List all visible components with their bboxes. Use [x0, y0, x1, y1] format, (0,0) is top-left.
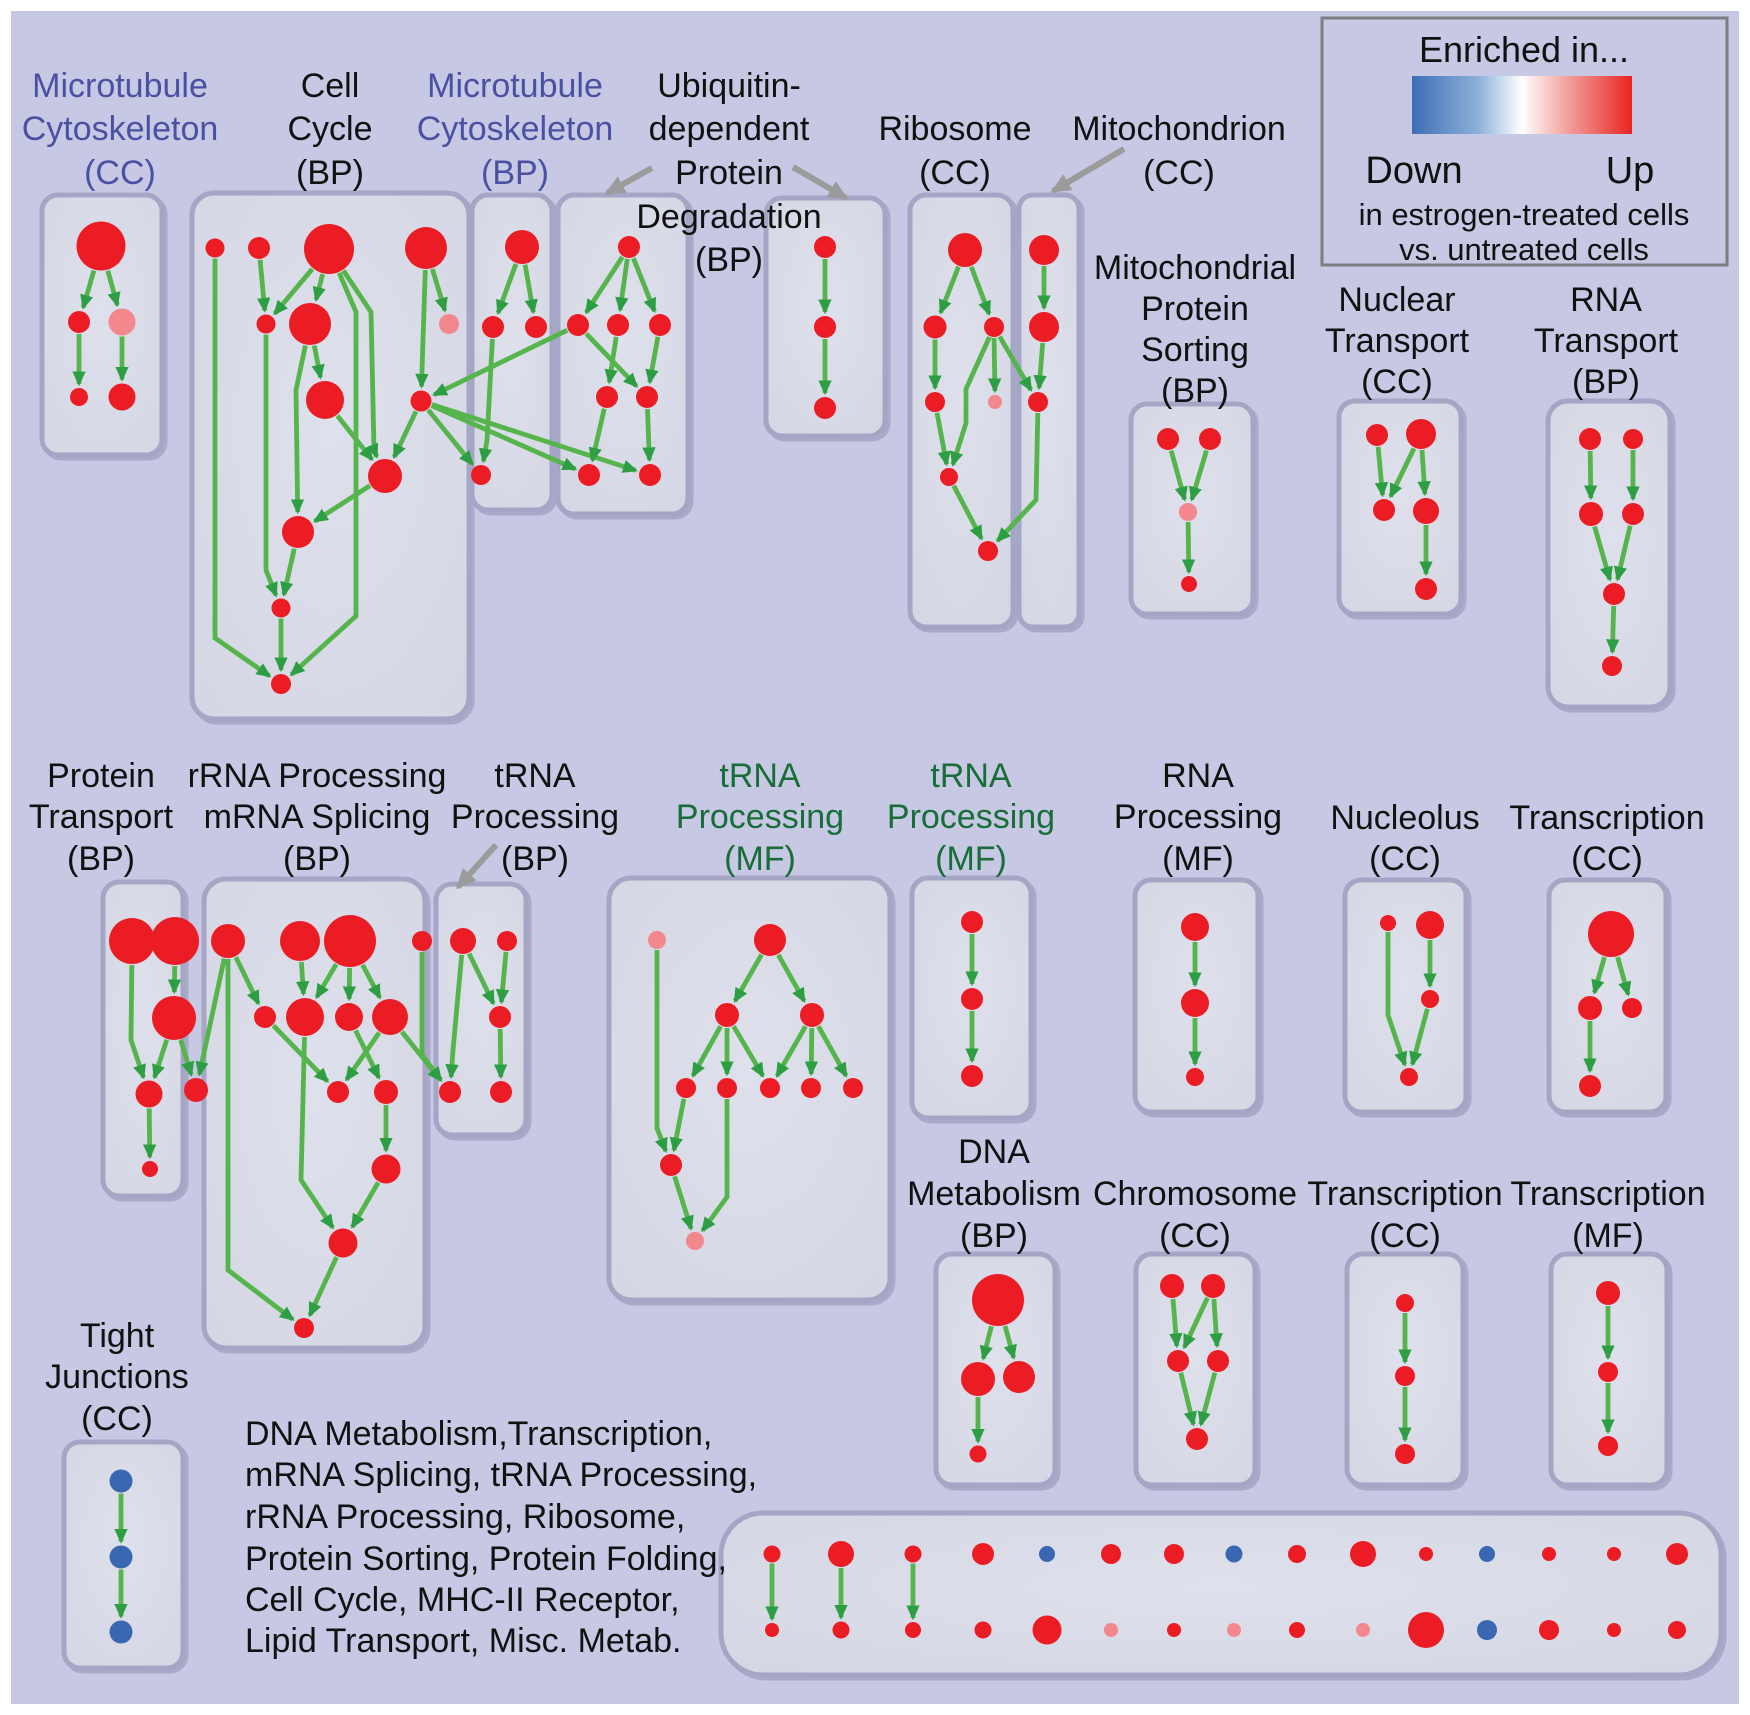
svg-text:(CC): (CC): [81, 1400, 153, 1438]
svg-text:Cell: Cell: [301, 67, 360, 105]
svg-text:(CC): (CC): [1369, 1217, 1441, 1255]
svg-text:Transcription: Transcription: [1307, 1175, 1502, 1213]
svg-text:Processing: Processing: [451, 798, 619, 836]
svg-text:mRNA Splicing, tRNA Processing: mRNA Splicing, tRNA Processing,: [245, 1456, 757, 1494]
svg-text:Nucleolus: Nucleolus: [1330, 799, 1479, 837]
svg-text:(MF): (MF): [935, 840, 1007, 878]
svg-text:Protein: Protein: [47, 757, 155, 795]
svg-text:(MF): (MF): [1572, 1217, 1644, 1255]
svg-text:(BP): (BP): [283, 840, 351, 878]
svg-text:Processing: Processing: [1114, 798, 1282, 836]
svg-text:Mitochondrion: Mitochondrion: [1072, 110, 1286, 148]
svg-text:rRNA Processing: rRNA Processing: [188, 757, 447, 795]
svg-text:Enriched in...: Enriched in...: [1419, 29, 1629, 70]
svg-text:Processing: Processing: [676, 798, 844, 836]
svg-text:(BP): (BP): [1572, 363, 1640, 401]
svg-text:Microtubule: Microtubule: [427, 67, 603, 105]
svg-text:(BP): (BP): [960, 1217, 1028, 1255]
svg-text:dependent: dependent: [649, 110, 810, 148]
svg-text:DNA Metabolism,Transcription,: DNA Metabolism,Transcription,: [245, 1415, 712, 1453]
svg-text:Down: Down: [1365, 150, 1462, 192]
svg-text:(MF): (MF): [1162, 840, 1234, 878]
svg-text:Degradation: Degradation: [636, 198, 821, 236]
svg-text:(CC): (CC): [84, 154, 156, 192]
svg-text:(CC): (CC): [1361, 363, 1433, 401]
svg-text:tRNA: tRNA: [719, 757, 801, 795]
svg-text:Metabolism: Metabolism: [907, 1175, 1081, 1213]
svg-text:Protein Sorting, Protein Foldi: Protein Sorting, Protein Folding,: [245, 1540, 727, 1578]
svg-text:Protein: Protein: [675, 154, 783, 192]
svg-text:Up: Up: [1606, 150, 1655, 192]
svg-text:(BP): (BP): [1161, 372, 1229, 410]
svg-text:(CC): (CC): [1571, 840, 1643, 878]
svg-text:Transport: Transport: [1534, 322, 1679, 360]
svg-text:Protein: Protein: [1141, 290, 1249, 328]
svg-text:DNA: DNA: [958, 1133, 1030, 1171]
svg-text:(BP): (BP): [296, 154, 364, 192]
svg-text:Chromosome: Chromosome: [1093, 1175, 1297, 1213]
svg-text:vs. untreated cells: vs. untreated cells: [1399, 232, 1649, 267]
svg-text:mRNA Splicing: mRNA Splicing: [204, 798, 431, 836]
svg-text:(BP): (BP): [481, 154, 549, 192]
svg-text:Sorting: Sorting: [1141, 331, 1249, 369]
svg-text:Junctions: Junctions: [45, 1358, 189, 1396]
svg-text:Tight: Tight: [80, 1317, 155, 1355]
svg-text:rRNA Processing, Ribosome,: rRNA Processing, Ribosome,: [245, 1498, 685, 1536]
svg-text:RNA: RNA: [1570, 281, 1642, 319]
svg-text:RNA: RNA: [1162, 757, 1234, 795]
svg-text:(CC): (CC): [1159, 1217, 1231, 1255]
svg-text:(BP): (BP): [501, 840, 569, 878]
svg-text:(CC): (CC): [1143, 154, 1215, 192]
svg-text:tRNA: tRNA: [494, 757, 576, 795]
svg-text:Cytoskeleton: Cytoskeleton: [22, 110, 219, 148]
svg-text:Ubiquitin-: Ubiquitin-: [657, 67, 801, 105]
svg-text:in estrogen-treated cells: in estrogen-treated cells: [1359, 197, 1690, 232]
svg-text:Transcription: Transcription: [1510, 1175, 1705, 1213]
svg-text:tRNA: tRNA: [930, 757, 1012, 795]
svg-text:Transport: Transport: [1325, 322, 1470, 360]
svg-text:Cell Cycle, MHC-II Receptor,: Cell Cycle, MHC-II Receptor,: [245, 1581, 680, 1619]
svg-text:Cytoskeleton: Cytoskeleton: [417, 110, 614, 148]
svg-text:(MF): (MF): [724, 840, 796, 878]
svg-text:Nuclear: Nuclear: [1338, 281, 1455, 319]
svg-text:Lipid Transport, Misc. Metab.: Lipid Transport, Misc. Metab.: [245, 1622, 682, 1660]
svg-text:Mitochondrial: Mitochondrial: [1094, 249, 1296, 287]
svg-text:Cycle: Cycle: [287, 110, 372, 148]
svg-text:(BP): (BP): [67, 840, 135, 878]
svg-text:(CC): (CC): [1369, 840, 1441, 878]
svg-text:Transport: Transport: [29, 798, 174, 836]
svg-text:(CC): (CC): [919, 154, 991, 192]
svg-text:Microtubule: Microtubule: [32, 67, 208, 105]
svg-text:Processing: Processing: [887, 798, 1055, 836]
svg-text:Transcription: Transcription: [1509, 799, 1704, 837]
svg-text:(BP): (BP): [695, 241, 763, 279]
svg-text:Ribosome: Ribosome: [878, 110, 1031, 148]
